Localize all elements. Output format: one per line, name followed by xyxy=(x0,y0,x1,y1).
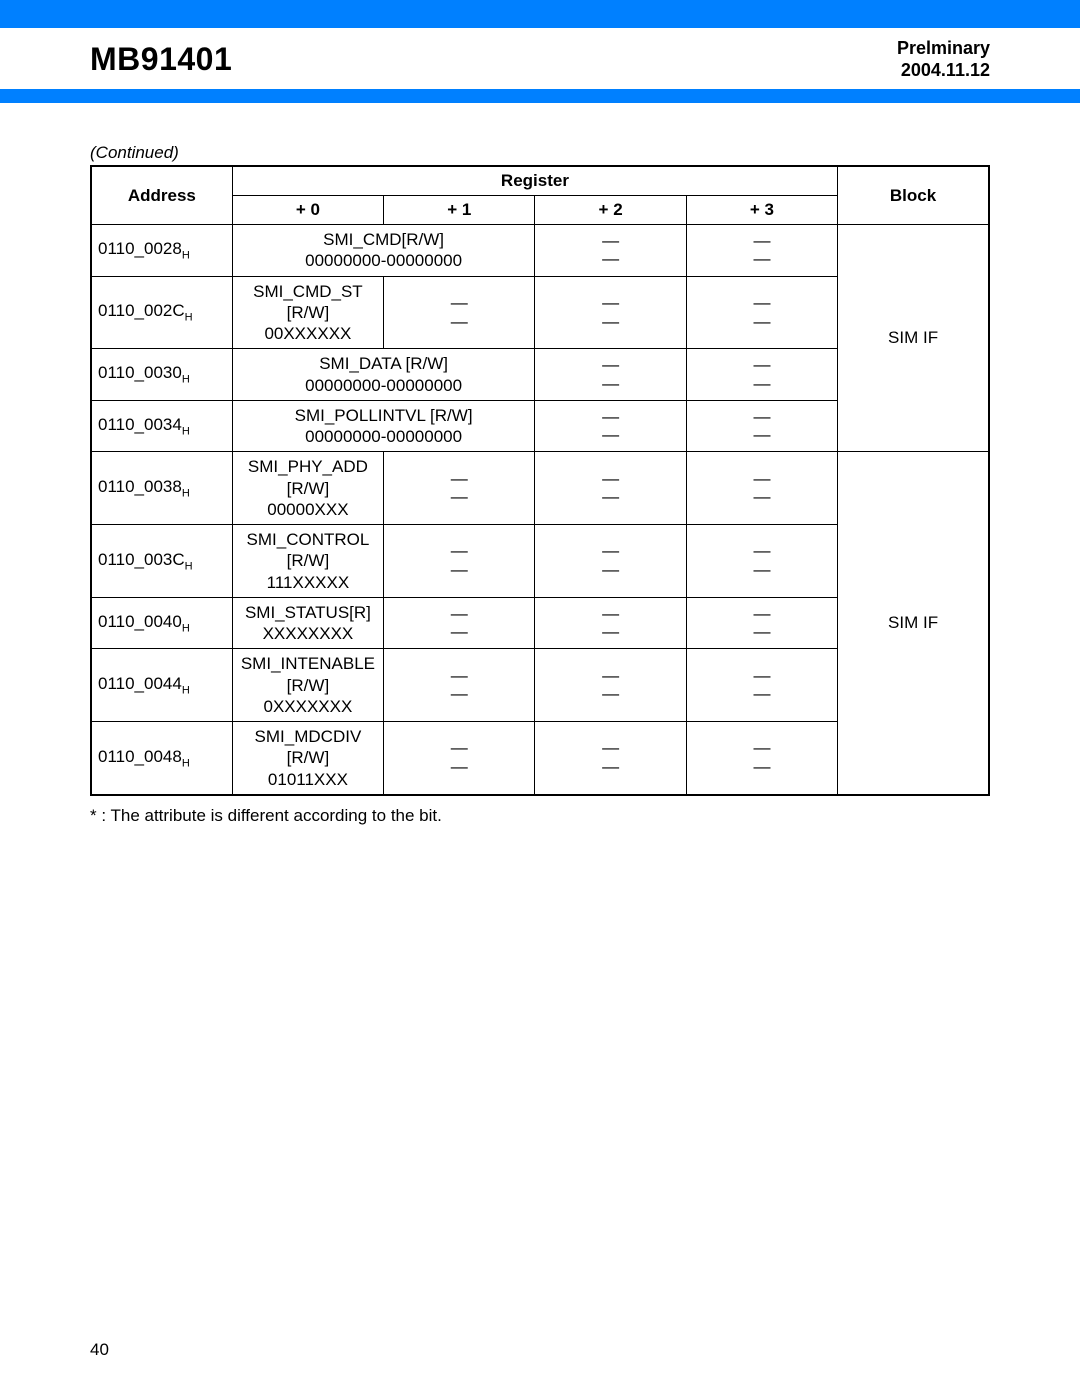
address-cell: 0110_0028H xyxy=(91,225,232,277)
dash-cell: —— xyxy=(535,400,686,452)
register-cell: SMI_CONTROL[R/W]111XXXXX xyxy=(232,525,383,598)
register-cell: SMI_PHY_ADD[R/W]00000XXX xyxy=(232,452,383,525)
dash-cell: —— xyxy=(384,597,535,649)
content-area: (Continued) Address Register Block + 0 +… xyxy=(0,103,1080,826)
col-header-offset-3: + 3 xyxy=(686,196,837,225)
dash-cell: —— xyxy=(384,276,535,349)
dash-cell: —— xyxy=(686,525,837,598)
dash-cell: —— xyxy=(535,349,686,401)
address-cell: 0110_002CH xyxy=(91,276,232,349)
block-cell: SIM IF xyxy=(838,452,989,795)
address-cell: 0110_0034H xyxy=(91,400,232,452)
address-cell: 0110_0040H xyxy=(91,597,232,649)
register-cell: SMI_STATUS[R]XXXXXXXX xyxy=(232,597,383,649)
mid-brand-bar xyxy=(0,89,1080,103)
dash-cell: —— xyxy=(535,525,686,598)
continued-label: (Continued) xyxy=(90,143,990,163)
dash-cell: —— xyxy=(686,400,837,452)
block-cell: SIM IF xyxy=(838,225,989,452)
table-footnote: * : The attribute is different according… xyxy=(90,806,990,826)
page-number: 40 xyxy=(90,1340,109,1360)
dash-cell: —— xyxy=(686,649,837,722)
dash-cell: —— xyxy=(686,225,837,277)
table-row: 0110_0028HSMI_CMD[R/W]00000000-00000000—… xyxy=(91,225,989,277)
col-header-block: Block xyxy=(838,166,989,225)
col-header-offset-0: + 0 xyxy=(232,196,383,225)
doc-status: Prelminary xyxy=(897,38,990,60)
register-table: Address Register Block + 0 + 1 + 2 + 3 0… xyxy=(90,165,990,796)
dash-cell: —— xyxy=(535,597,686,649)
address-cell: 0110_0030H xyxy=(91,349,232,401)
page-header: MB91401 Prelminary 2004.11.12 xyxy=(0,28,1080,89)
col-header-address: Address xyxy=(91,166,232,225)
register-cell: SMI_MDCDIV[R/W]01011XXX xyxy=(232,722,383,795)
col-header-offset-1: + 1 xyxy=(384,196,535,225)
dash-cell: —— xyxy=(384,649,535,722)
dash-cell: —— xyxy=(535,276,686,349)
top-brand-bar xyxy=(0,0,1080,28)
dash-cell: —— xyxy=(384,452,535,525)
dash-cell: —— xyxy=(535,722,686,795)
address-cell: 0110_0038H xyxy=(91,452,232,525)
address-cell: 0110_0044H xyxy=(91,649,232,722)
table-body: 0110_0028HSMI_CMD[R/W]00000000-00000000—… xyxy=(91,225,989,795)
register-cell: SMI_INTENABLE[R/W]0XXXXXXX xyxy=(232,649,383,722)
table-row: 0110_0038HSMI_PHY_ADD[R/W]00000XXX——————… xyxy=(91,452,989,525)
address-cell: 0110_0048H xyxy=(91,722,232,795)
dash-cell: —— xyxy=(384,722,535,795)
register-cell: SMI_POLLINTVL [R/W]00000000-00000000 xyxy=(232,400,535,452)
register-cell: SMI_DATA [R/W]00000000-00000000 xyxy=(232,349,535,401)
doc-date: 2004.11.12 xyxy=(897,60,990,82)
dash-cell: —— xyxy=(686,722,837,795)
dash-cell: —— xyxy=(535,649,686,722)
dash-cell: —— xyxy=(686,349,837,401)
register-cell: SMI_CMD[R/W]00000000-00000000 xyxy=(232,225,535,277)
doc-header-right: Prelminary 2004.11.12 xyxy=(897,38,990,81)
page: MB91401 Prelminary 2004.11.12 (Continued… xyxy=(0,0,1080,1397)
dash-cell: —— xyxy=(535,225,686,277)
dash-cell: —— xyxy=(384,525,535,598)
col-header-register: Register xyxy=(232,166,837,196)
dash-cell: —— xyxy=(686,597,837,649)
dash-cell: —— xyxy=(535,452,686,525)
col-header-offset-2: + 2 xyxy=(535,196,686,225)
doc-title: MB91401 xyxy=(90,41,232,78)
table-head: Address Register Block + 0 + 1 + 2 + 3 xyxy=(91,166,989,225)
register-cell: SMI_CMD_ST[R/W]00XXXXXX xyxy=(232,276,383,349)
dash-cell: —— xyxy=(686,276,837,349)
address-cell: 0110_003CH xyxy=(91,525,232,598)
dash-cell: —— xyxy=(686,452,837,525)
